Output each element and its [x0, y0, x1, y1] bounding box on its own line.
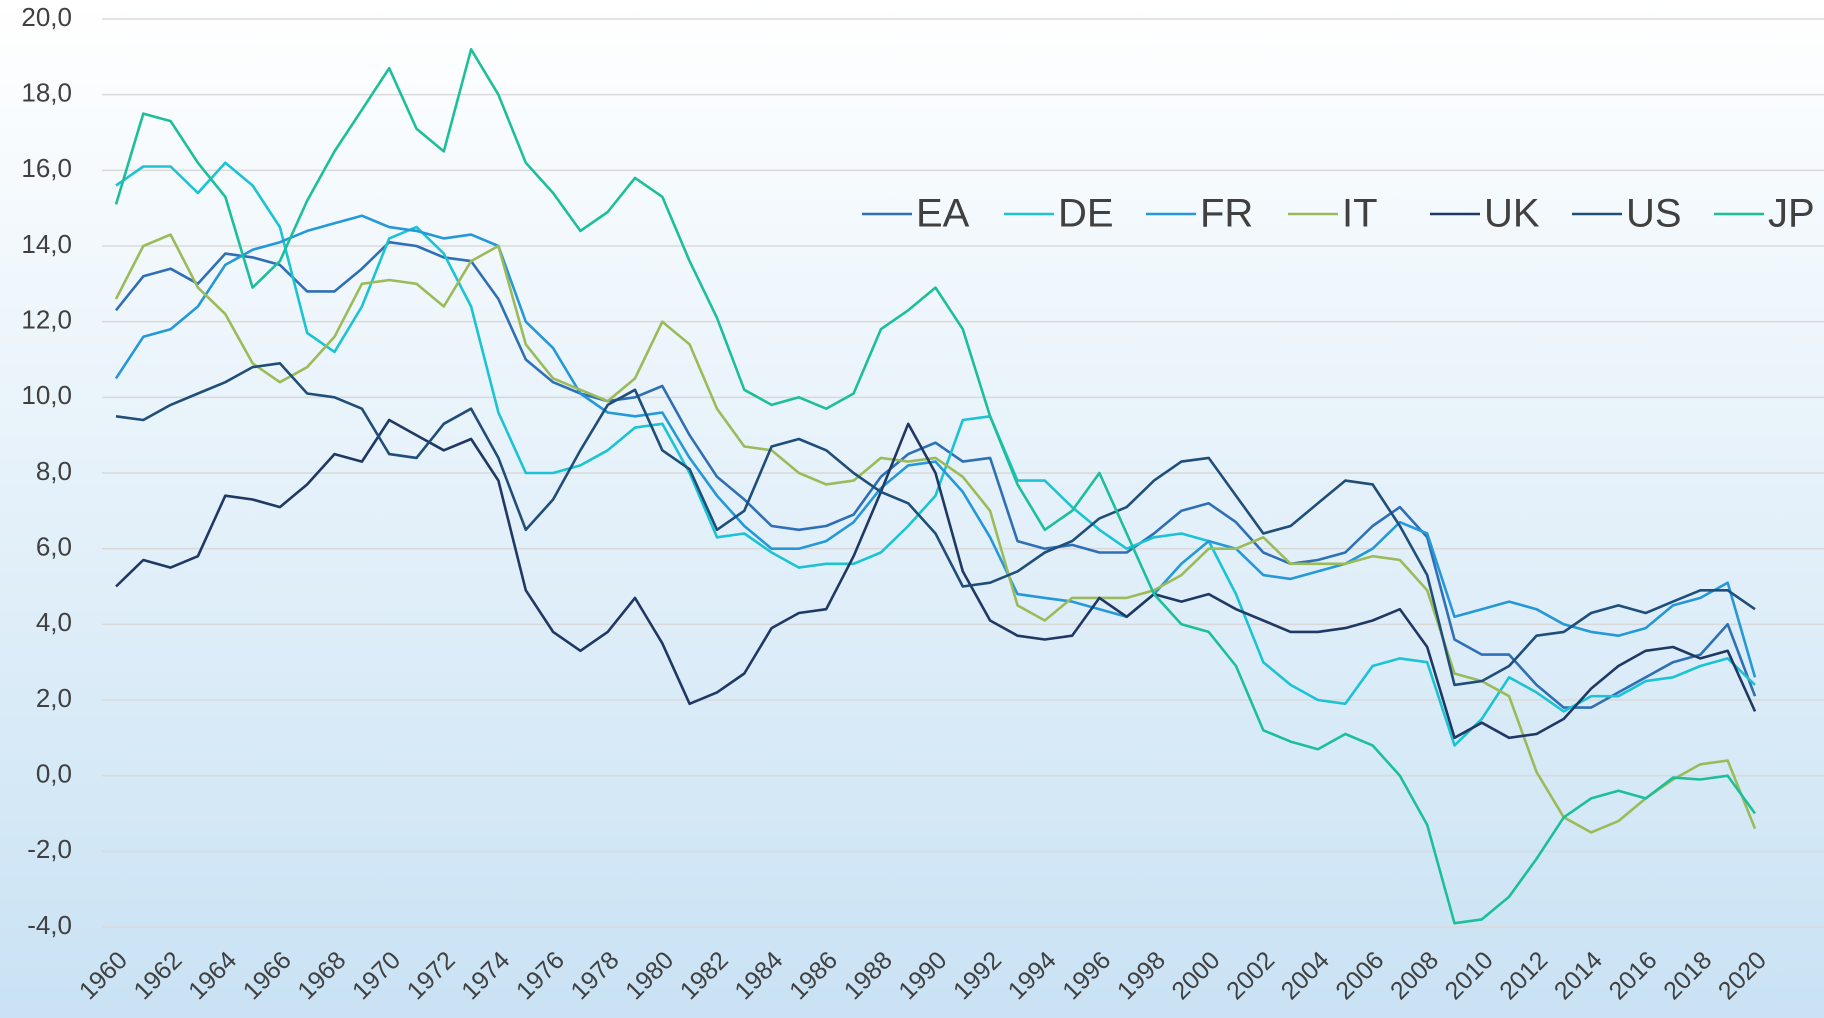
legend-label: EA — [916, 192, 970, 236]
series-line — [114, 240, 1757, 709]
y-tick-label: 0,0 — [36, 759, 72, 789]
y-tick-label: 10,0 — [21, 380, 72, 410]
legend-label: JP — [1768, 192, 1815, 236]
y-tick-label: 20,0 — [21, 2, 72, 32]
legend-label: FR — [1200, 192, 1253, 236]
series-line — [115, 418, 1757, 740]
series-line — [115, 161, 1756, 747]
y-tick-label: 2,0 — [36, 683, 72, 713]
y-tick-label: 12,0 — [21, 305, 72, 335]
series-line — [114, 48, 1757, 925]
y-tick-label: 6,0 — [36, 532, 72, 562]
legend-label: UK — [1484, 192, 1540, 236]
plot-lines — [114, 48, 1757, 925]
legend-label: US — [1626, 192, 1682, 236]
y-tick-label: 8,0 — [36, 456, 72, 486]
series-line — [115, 362, 1756, 687]
y-tick-label: -4,0 — [27, 910, 72, 940]
grid — [102, 18, 1824, 928]
y-tick-label: 16,0 — [21, 153, 72, 183]
legend: EA DE FR IT UK US JP — [862, 192, 1815, 236]
y-tick-label: -2,0 — [27, 834, 72, 864]
series-line — [114, 214, 1757, 678]
y-tick-label: 4,0 — [36, 607, 72, 637]
legend-label: IT — [1342, 192, 1378, 236]
y-tick-label: 14,0 — [21, 229, 72, 259]
y-tick-label: 18,0 — [21, 78, 72, 108]
legend-label: DE — [1058, 192, 1114, 236]
